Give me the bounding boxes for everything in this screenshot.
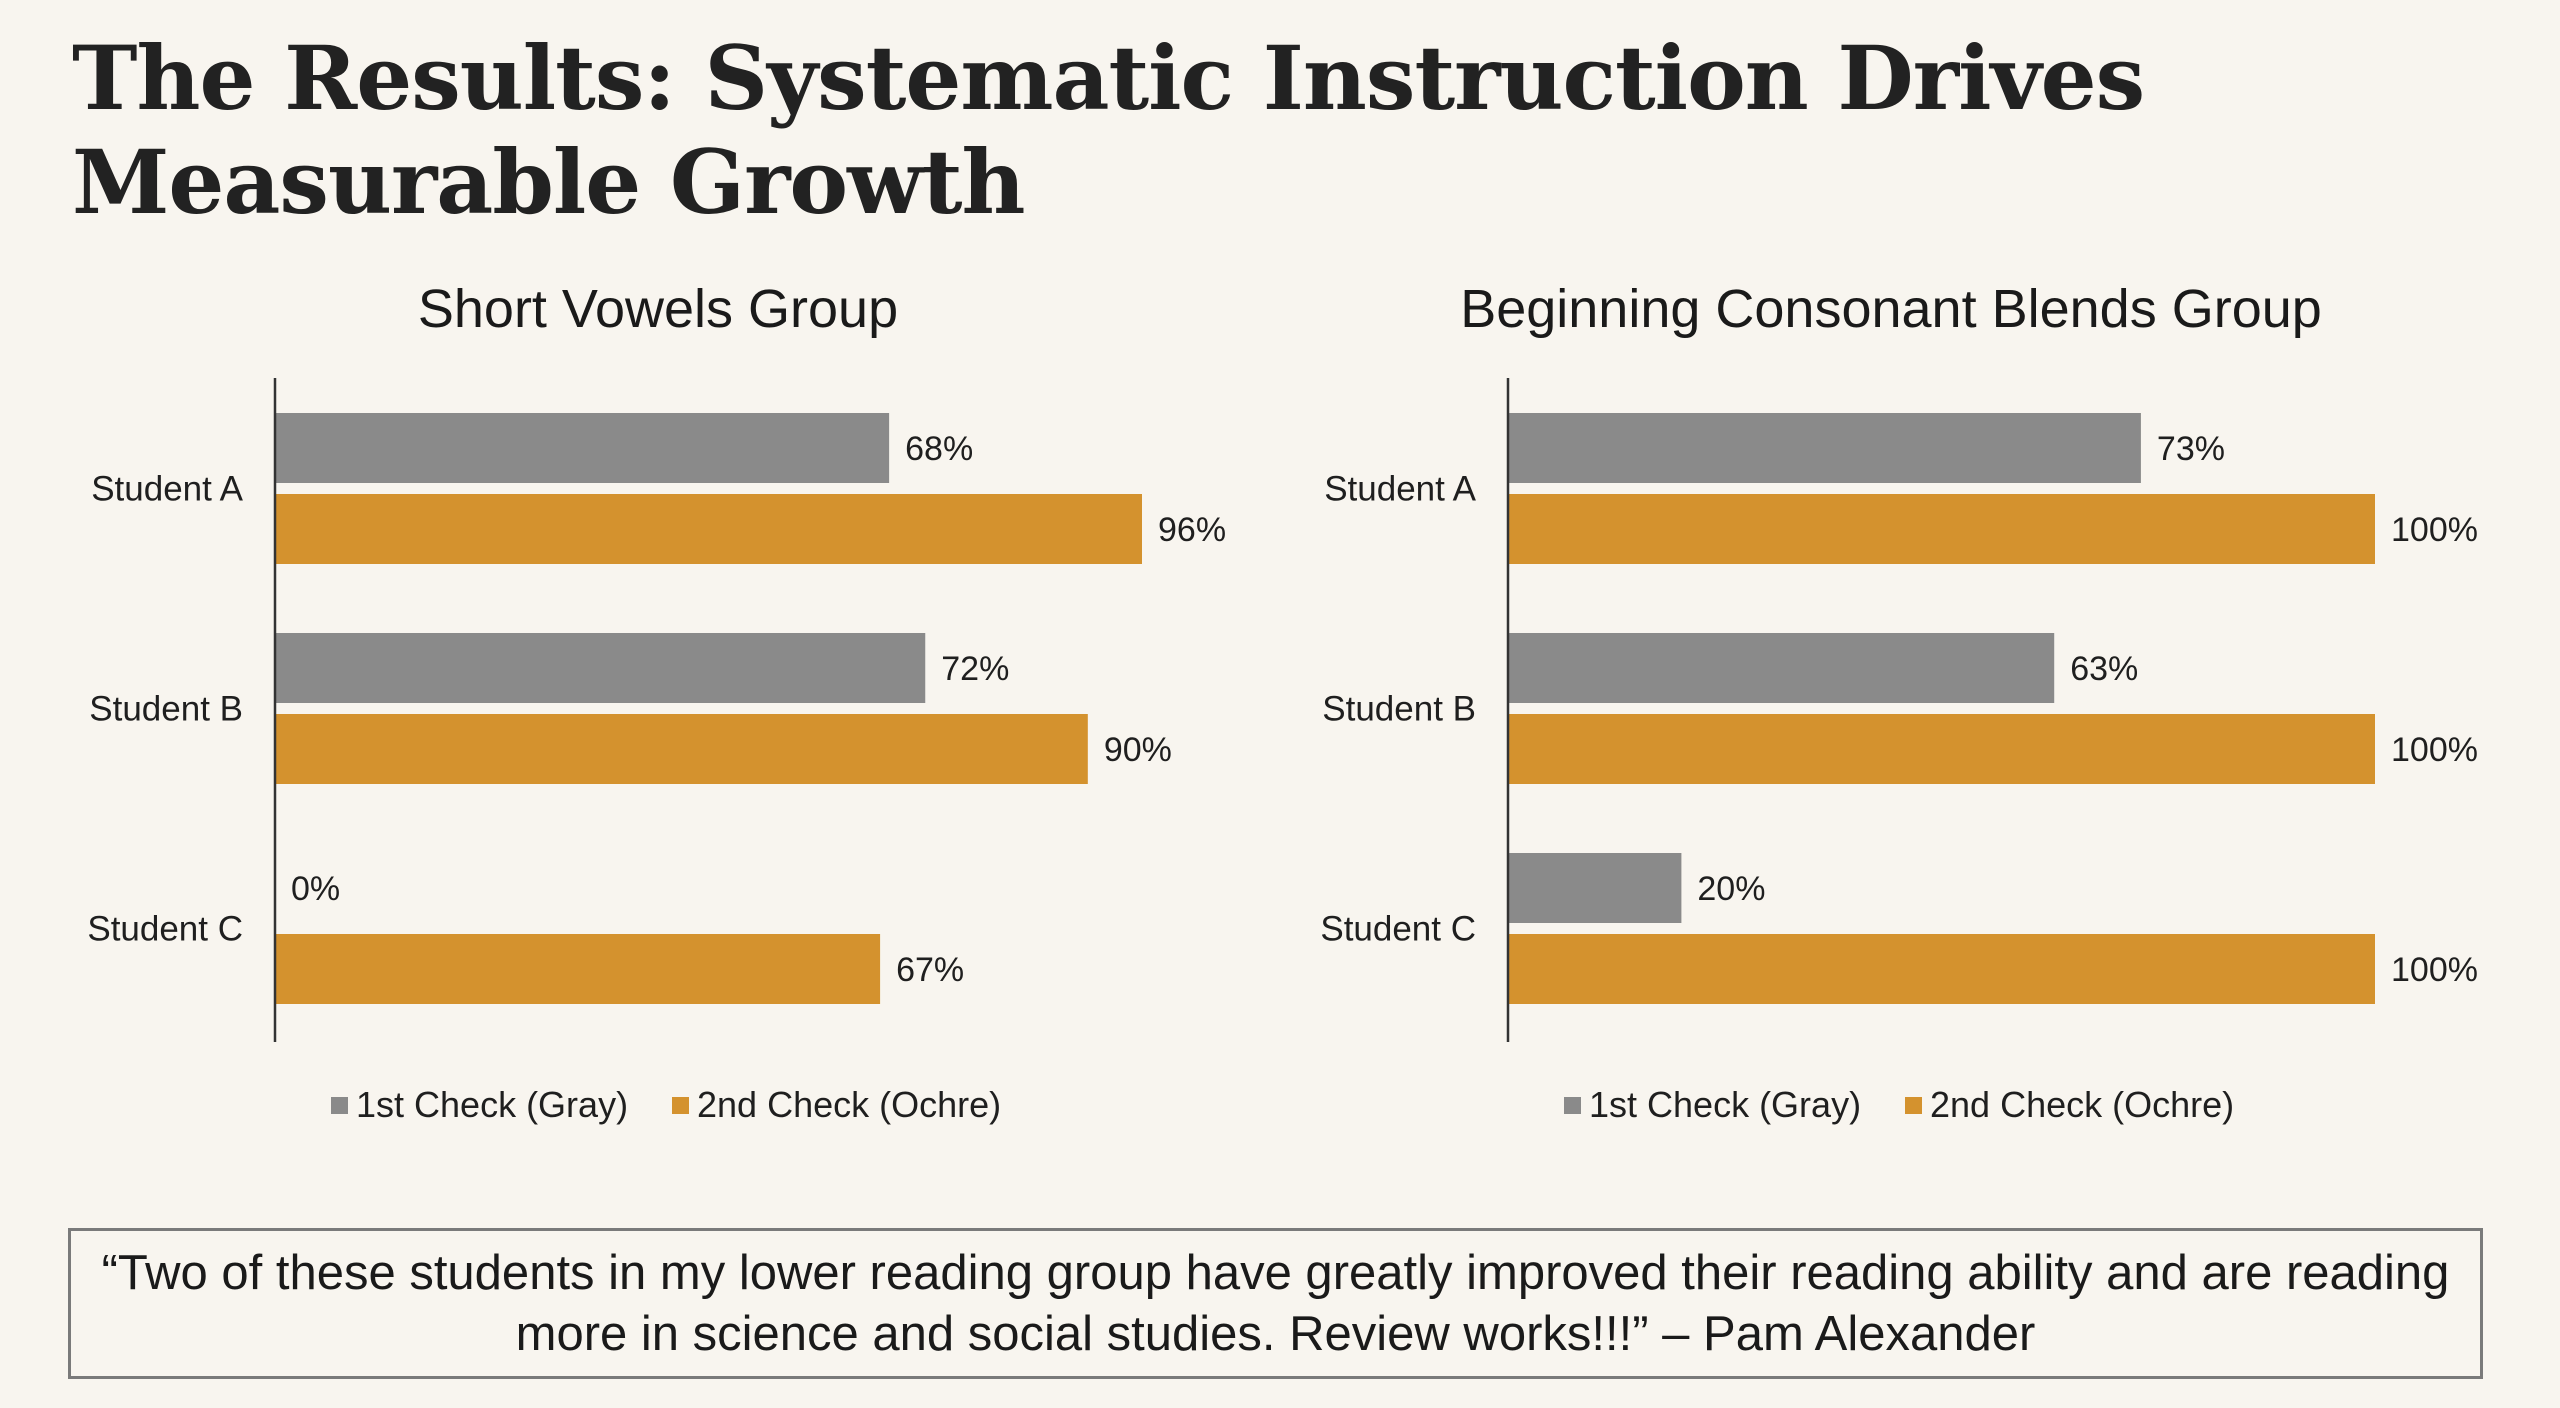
category-label: Student A <box>1324 470 1476 509</box>
value-label: 72% <box>941 650 1009 688</box>
legend-swatch-first-check <box>331 1097 348 1114</box>
bar-first-check <box>1508 633 2055 703</box>
legend-label: 1st Check (Gray) <box>356 1084 628 1125</box>
testimonial-quote: “Two of these students in my lower readi… <box>101 1245 2450 1361</box>
value-label: 67% <box>896 951 964 989</box>
value-label: 63% <box>2070 650 2138 688</box>
category-label: Student B <box>89 690 243 729</box>
bar-second-check <box>275 494 1142 564</box>
bar-first-check <box>1508 413 2141 483</box>
quote-box: “Two of these students in my lower readi… <box>68 1228 2483 1379</box>
value-label: 0% <box>291 870 340 908</box>
chart-title: Short Vowels Group <box>418 279 898 339</box>
category-label: Student B <box>1322 690 1476 729</box>
bar-second-check <box>1508 494 2375 564</box>
chart-title: Beginning Consonant Blends Group <box>1460 279 2322 339</box>
category-label: Student A <box>91 470 243 509</box>
bar-second-check <box>275 934 881 1004</box>
bar-second-check <box>1508 934 2375 1004</box>
value-label: 100% <box>2391 951 2478 989</box>
legend-label: 2nd Check (Ochre) <box>697 1084 1001 1125</box>
legend-swatch-first-check <box>1564 1097 1581 1114</box>
bar-second-check <box>275 714 1088 784</box>
value-label: 90% <box>1104 731 1172 769</box>
bar-first-check <box>1508 853 1682 923</box>
page-title: The Results: Systematic Instruction Driv… <box>72 26 2145 234</box>
bar-first-check <box>275 413 890 483</box>
legend-label: 1st Check (Gray) <box>1589 1084 1861 1125</box>
legend-swatch-second-check <box>672 1097 689 1114</box>
value-label: 100% <box>2391 731 2478 769</box>
legend-label: 2nd Check (Ochre) <box>1930 1084 2234 1125</box>
category-label: Student C <box>87 910 243 949</box>
value-label: 73% <box>2157 430 2225 468</box>
value-label: 100% <box>2391 511 2478 549</box>
legend-swatch-second-check <box>1905 1097 1922 1114</box>
bar-first-check <box>275 633 926 703</box>
bar-second-check <box>1508 714 2375 784</box>
value-label: 68% <box>905 430 973 468</box>
value-label: 96% <box>1158 511 1226 549</box>
charts-canvas: Short Vowels Group 68% 96% Student A 72% 90% S… <box>87 279 2478 1125</box>
value-label: 20% <box>1697 870 1765 908</box>
category-label: Student C <box>1320 910 1476 949</box>
